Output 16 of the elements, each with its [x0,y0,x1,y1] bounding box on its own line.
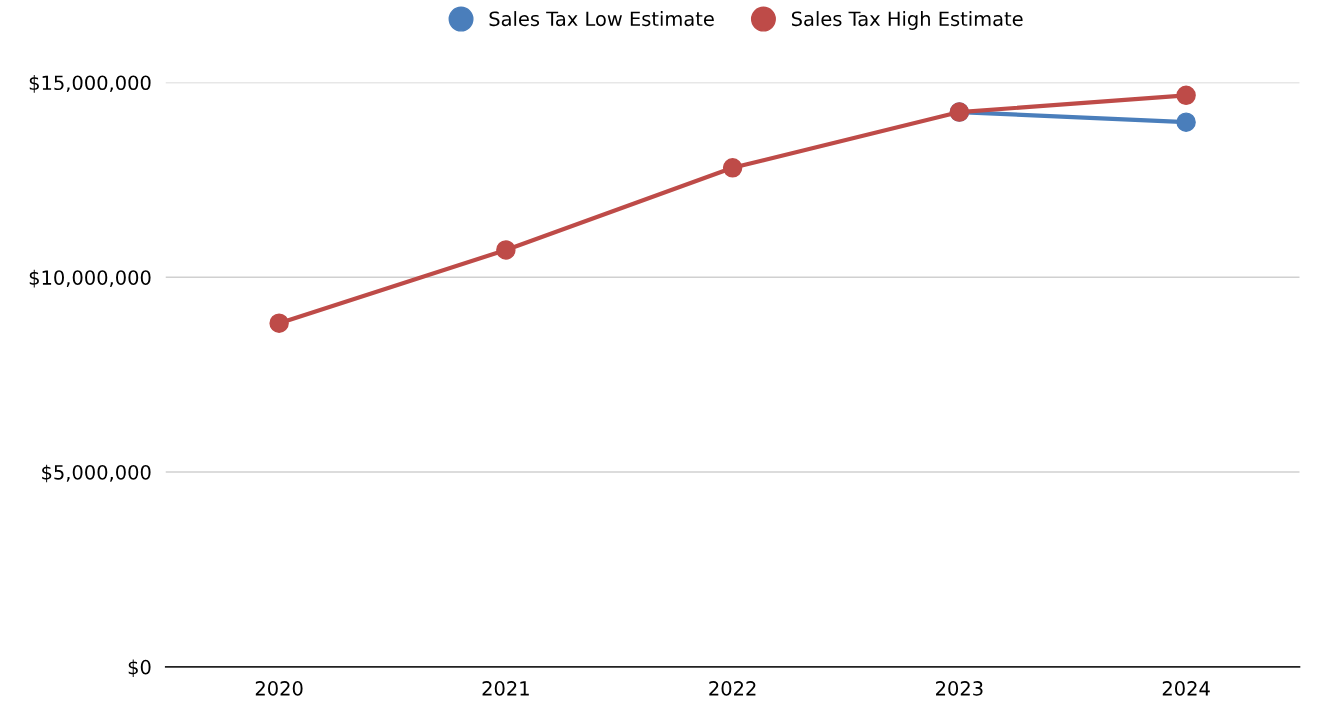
point [722,158,743,178]
x-tick-label: 2024 [1162,681,1210,696]
y-tick-label: $5,000,000 [42,464,151,483]
x-tick-label: 2022 [709,681,756,696]
point [1176,112,1196,132]
y-tick-label: $10,000,000 [29,269,151,288]
point [1176,85,1196,106]
x-tick-label: 2021 [482,681,529,696]
point [269,313,289,333]
y-tick-label: $0 [128,659,151,678]
legend-label: Sales Tax High Estimate [791,11,1023,30]
y-tick-label: $15,000,000 [29,75,151,93]
x-tick-label: 2020 [255,681,303,696]
legend-label: Sales Tax Low Estimate [489,11,714,27]
point [496,240,516,260]
x-tick-label: 2023 [936,681,983,696]
